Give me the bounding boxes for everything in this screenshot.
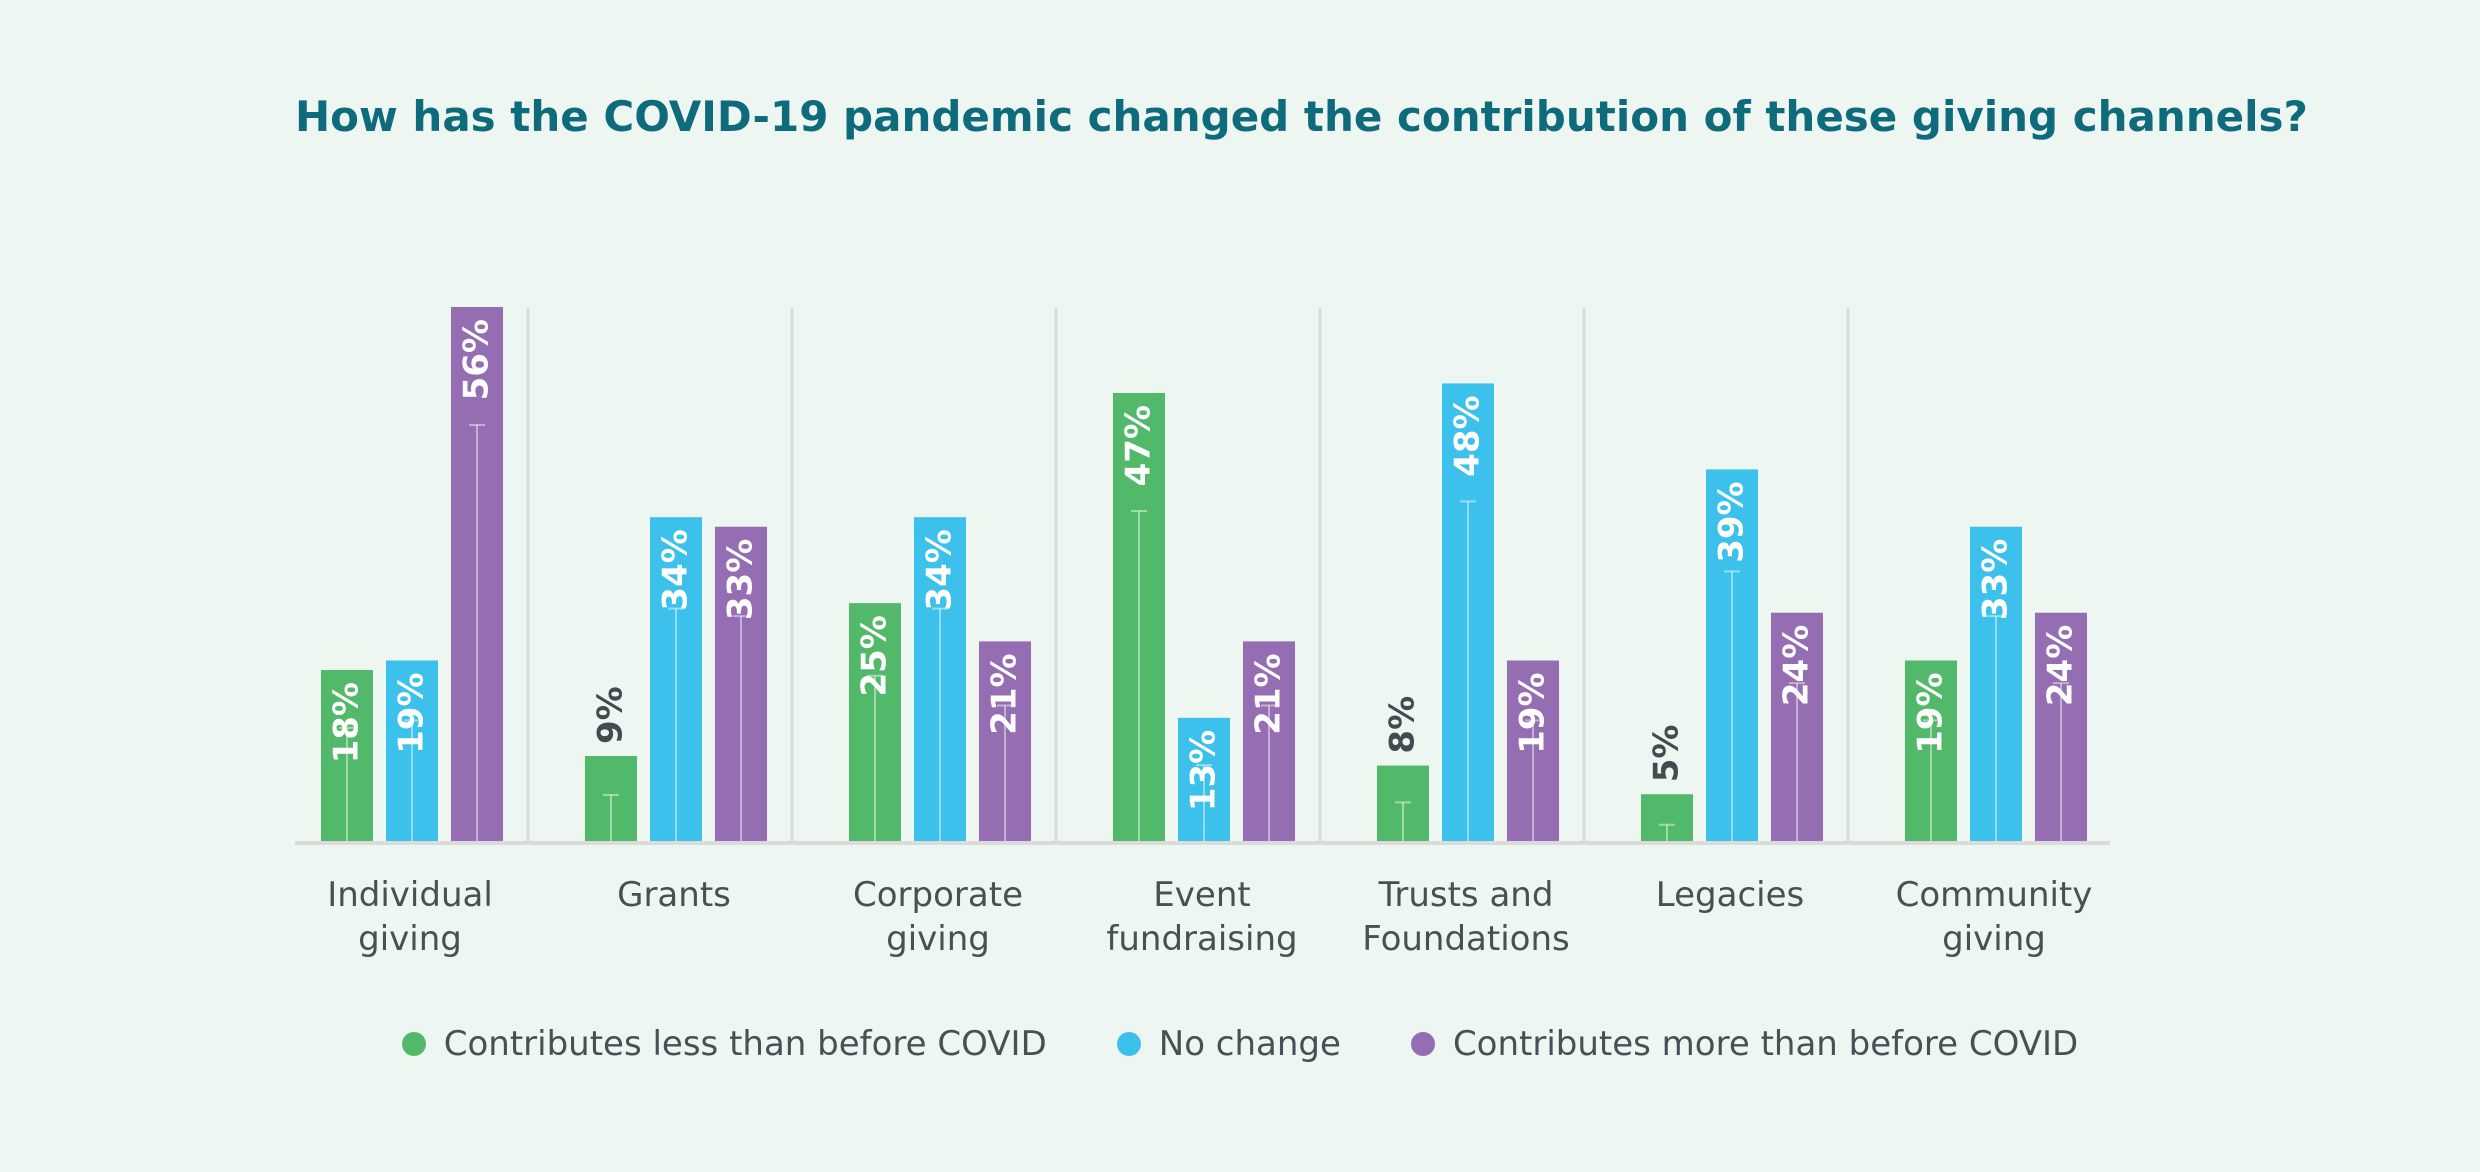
bar [1178, 717, 1230, 842]
legend-dot-less [401, 1032, 426, 1056]
category-label: Trusts and [1378, 875, 1554, 915]
category-label: giving [358, 919, 462, 959]
legend-item-no-change: No change [1116, 1024, 1341, 1064]
bar-value-label: 34% [920, 529, 960, 610]
legend-label-more: Contributes more than before COVID [1452, 1024, 2079, 1064]
bar [1905, 660, 1957, 842]
bar-value-label: 13% [1184, 730, 1224, 811]
bar-value-label: 24% [2041, 625, 2081, 706]
bar [914, 517, 966, 842]
chart-title: How has the COVID-19 pandemic changed th… [295, 92, 2308, 141]
legend-label-less: Contributes less than before COVID [443, 1024, 1047, 1064]
bar-value-label: 56% [457, 319, 497, 400]
bar-value-label: 9% [591, 686, 631, 744]
bar-value-label: 19% [1911, 672, 1951, 753]
bar [1377, 765, 1429, 842]
bar [1771, 612, 1823, 842]
bar-value-label: 25% [855, 615, 895, 696]
bar [321, 670, 373, 842]
bar [1507, 660, 1559, 842]
bar [715, 526, 767, 842]
bar [386, 660, 438, 842]
category-label: Corporate [853, 875, 1023, 915]
bar-value-label: 5% [1647, 724, 1687, 782]
category-label: giving [1942, 919, 2046, 959]
bar-value-label: 24% [1777, 625, 1817, 706]
bar-value-label: 48% [1448, 395, 1488, 476]
bar-value-label: 39% [1712, 481, 1752, 562]
bar [585, 756, 637, 842]
legend: Contributes less than before COVID No ch… [0, 1024, 2480, 1064]
category-label: Individual [327, 875, 493, 915]
bar [650, 517, 702, 842]
category-label: Community [1896, 875, 2093, 915]
bar [1706, 469, 1758, 842]
bar [1243, 641, 1295, 842]
bar [1641, 794, 1693, 842]
category-label: Legacies [1656, 875, 1804, 915]
category-label: Grants [617, 875, 731, 915]
category-label: giving [886, 919, 990, 959]
category-label: fundraising [1106, 919, 1297, 959]
bar [451, 307, 503, 842]
bar-value-label: 33% [1976, 539, 2016, 620]
bar-value-label: 21% [1249, 653, 1289, 734]
bar [1442, 383, 1494, 842]
bar-value-label: 8% [1383, 696, 1423, 754]
bar [979, 641, 1031, 842]
category-label: Foundations [1362, 919, 1570, 959]
bar-value-label: 21% [985, 653, 1025, 734]
bar-value-label: 33% [721, 539, 761, 620]
bar-value-label: 19% [392, 672, 432, 753]
bar-value-label: 47% [1119, 405, 1159, 486]
bar-value-label: 19% [1513, 672, 1553, 753]
legend-item-less: Contributes less than before COVID [401, 1024, 1047, 1064]
legend-item-more: Contributes more than before COVID [1410, 1024, 2079, 1064]
bar [1113, 392, 1165, 842]
bar [849, 603, 901, 842]
category-label: Event [1153, 875, 1250, 915]
bar-value-label: 34% [656, 529, 696, 610]
legend-label-no-change: No change [1158, 1024, 1341, 1064]
legend-dot-no-change [1116, 1032, 1141, 1056]
bar [1970, 526, 2022, 842]
bar [2035, 612, 2087, 842]
legend-dot-more [1410, 1032, 1435, 1056]
bar-value-label: 18% [327, 682, 367, 763]
